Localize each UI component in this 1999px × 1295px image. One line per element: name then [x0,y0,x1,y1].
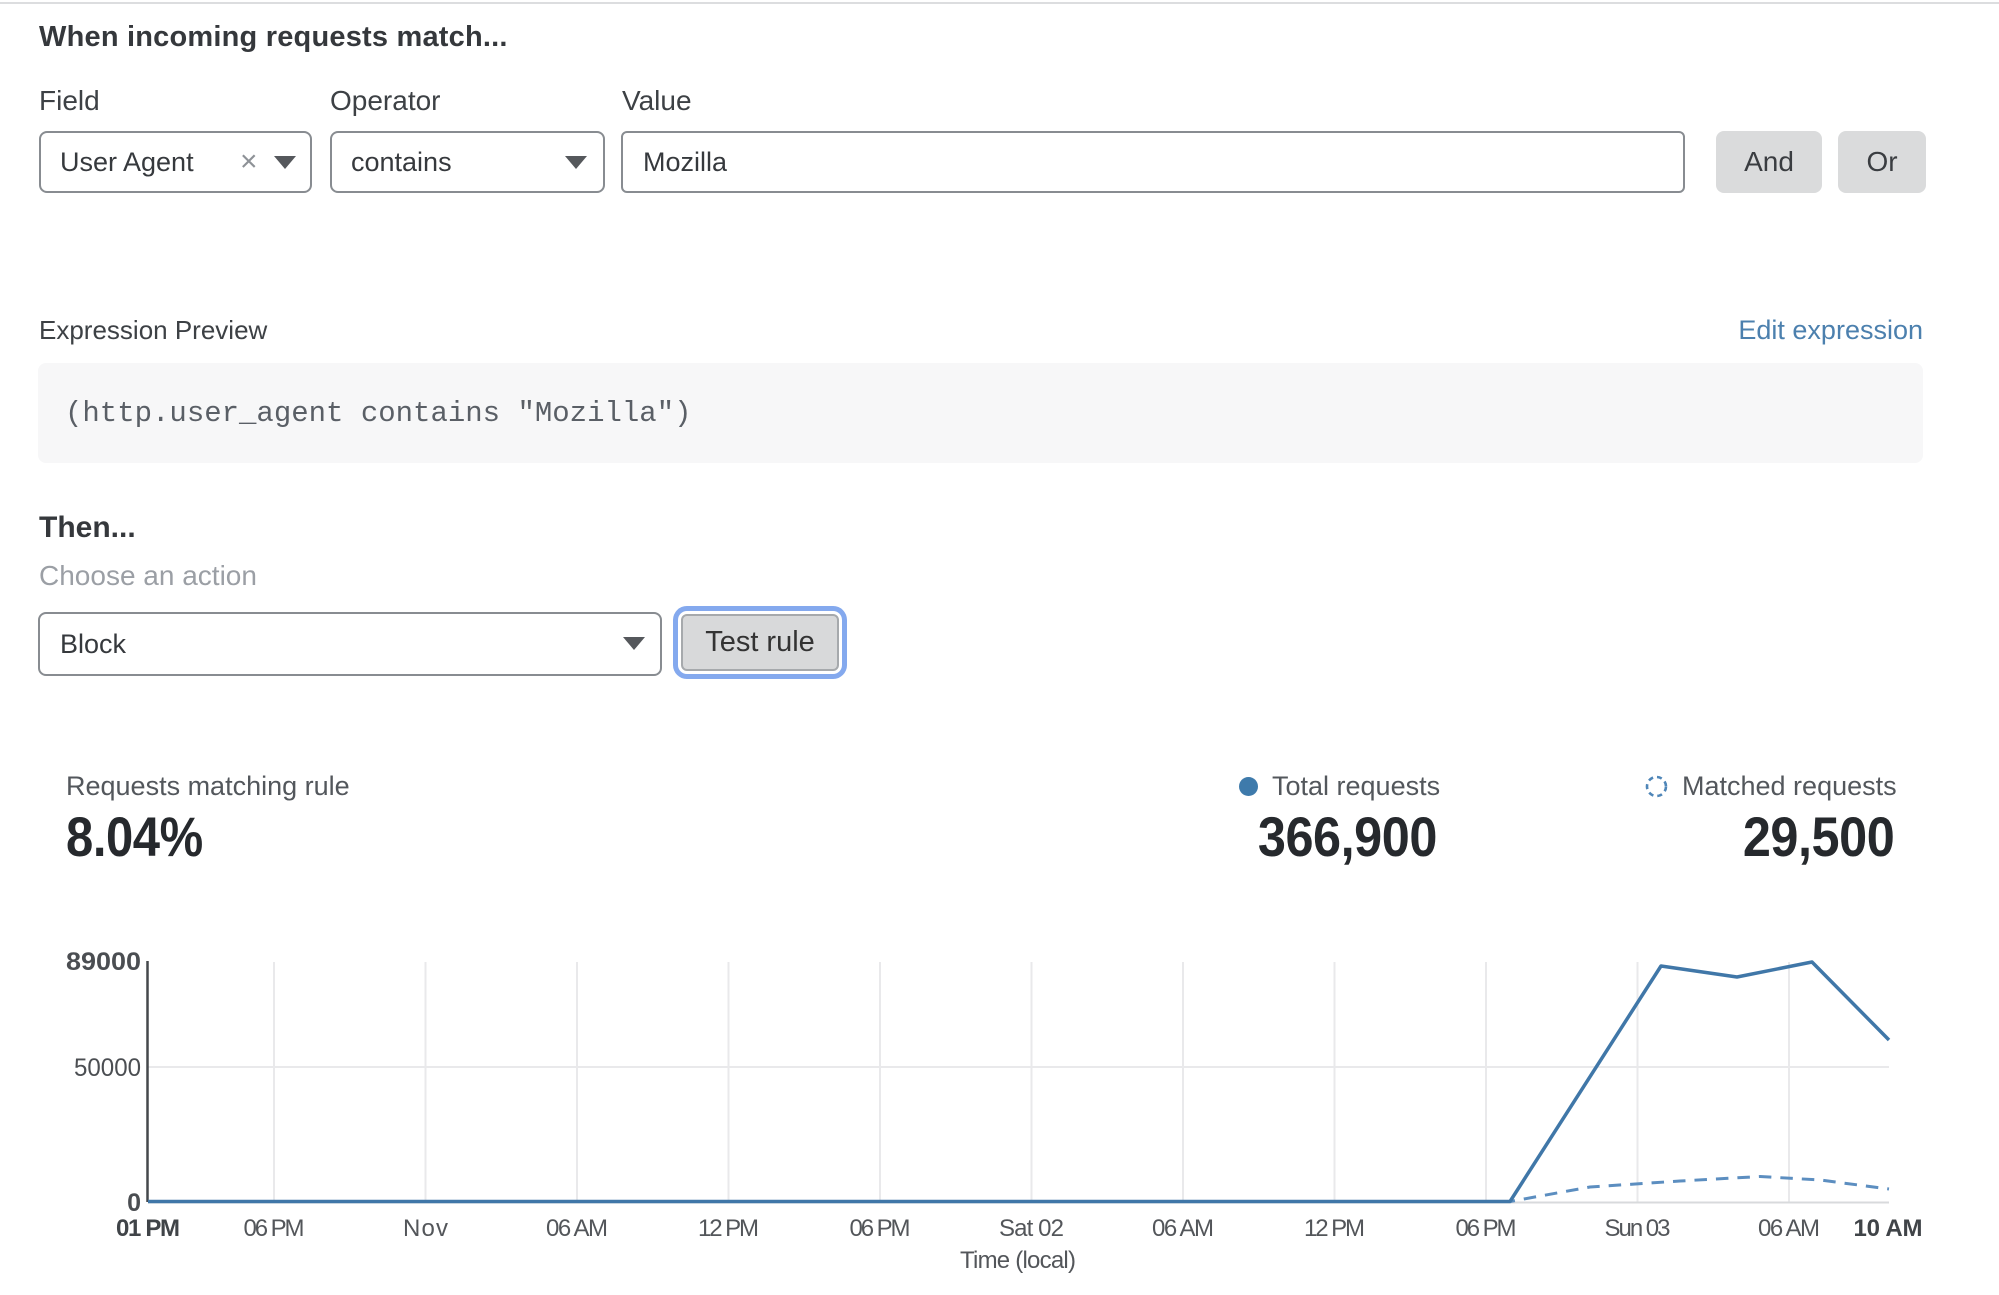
svg-text:50000: 50000 [74,1054,141,1082]
svg-text:06 AM: 06 AM [1152,1215,1214,1242]
svg-text:Sun 03: Sun 03 [1605,1215,1671,1242]
svg-text:06 AM: 06 AM [546,1215,608,1242]
svg-text:0: 0 [127,1189,141,1217]
svg-text:06 PM: 06 PM [244,1215,305,1242]
svg-text:06 PM: 06 PM [1456,1215,1517,1242]
svg-text:06 PM: 06 PM [850,1215,911,1242]
svg-text:06 AM: 06 AM [1758,1215,1820,1242]
svg-text:12 PM: 12 PM [1304,1215,1365,1242]
svg-text:Time (local): Time (local) [960,1247,1076,1274]
svg-text:Sat 02: Sat 02 [999,1215,1064,1242]
svg-text:01 PM: 01 PM [116,1215,180,1242]
svg-text:89000: 89000 [66,948,141,976]
svg-text:Nov: Nov [403,1215,448,1242]
svg-text:10 AM: 10 AM [1854,1215,1923,1242]
svg-text:12 PM: 12 PM [698,1215,759,1242]
